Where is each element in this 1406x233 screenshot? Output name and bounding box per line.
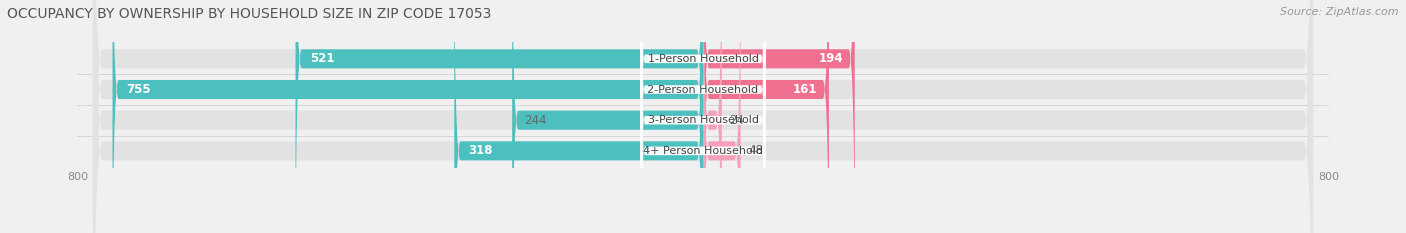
FancyBboxPatch shape (703, 0, 830, 233)
Text: 755: 755 (127, 83, 152, 96)
FancyBboxPatch shape (703, 0, 721, 233)
FancyBboxPatch shape (641, 0, 765, 233)
FancyBboxPatch shape (703, 0, 741, 233)
FancyBboxPatch shape (112, 0, 703, 233)
FancyBboxPatch shape (641, 0, 765, 233)
FancyBboxPatch shape (512, 0, 703, 233)
FancyBboxPatch shape (93, 0, 1313, 233)
FancyBboxPatch shape (703, 0, 855, 233)
FancyBboxPatch shape (93, 0, 1313, 233)
Text: 24: 24 (730, 114, 745, 127)
Text: Source: ZipAtlas.com: Source: ZipAtlas.com (1281, 7, 1399, 17)
Text: 521: 521 (309, 52, 335, 65)
FancyBboxPatch shape (93, 0, 1313, 233)
Text: 194: 194 (818, 52, 844, 65)
Text: 244: 244 (524, 114, 547, 127)
Text: OCCUPANCY BY OWNERSHIP BY HOUSEHOLD SIZE IN ZIP CODE 17053: OCCUPANCY BY OWNERSHIP BY HOUSEHOLD SIZE… (7, 7, 492, 21)
Text: 4+ Person Household: 4+ Person Household (643, 146, 763, 156)
FancyBboxPatch shape (641, 0, 765, 233)
FancyBboxPatch shape (295, 0, 703, 233)
Text: 48: 48 (748, 144, 763, 157)
Text: 2-Person Household: 2-Person Household (647, 85, 759, 95)
FancyBboxPatch shape (641, 0, 765, 233)
FancyBboxPatch shape (93, 0, 1313, 233)
Text: 161: 161 (793, 83, 817, 96)
Text: 3-Person Household: 3-Person Household (648, 115, 758, 125)
Text: 318: 318 (468, 144, 494, 157)
Text: 1-Person Household: 1-Person Household (648, 54, 758, 64)
FancyBboxPatch shape (454, 0, 703, 233)
